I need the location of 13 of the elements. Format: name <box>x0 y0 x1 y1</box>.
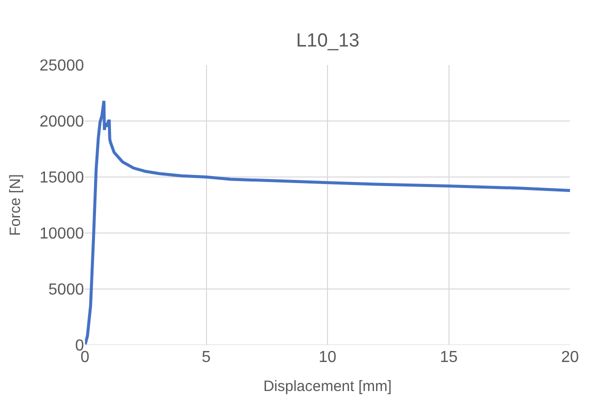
chart-title: L10_13 <box>296 30 360 52</box>
y-tick-label: 15000 <box>40 170 84 187</box>
x-tick-label: 15 <box>440 349 458 366</box>
y-tick-label: 10000 <box>40 226 84 243</box>
y-tick-label: 25000 <box>40 58 84 75</box>
x-tick-label: 10 <box>318 349 336 366</box>
y-tick-label: 5000 <box>48 282 84 299</box>
y-tick-label: 20000 <box>40 114 84 131</box>
y-axis-title: Force [N] <box>6 174 24 236</box>
x-axis-title: Displacement [mm] <box>263 378 392 395</box>
x-tick-label: 20 <box>561 349 579 366</box>
line-series <box>85 99 570 345</box>
x-tick-label: 5 <box>202 349 211 366</box>
